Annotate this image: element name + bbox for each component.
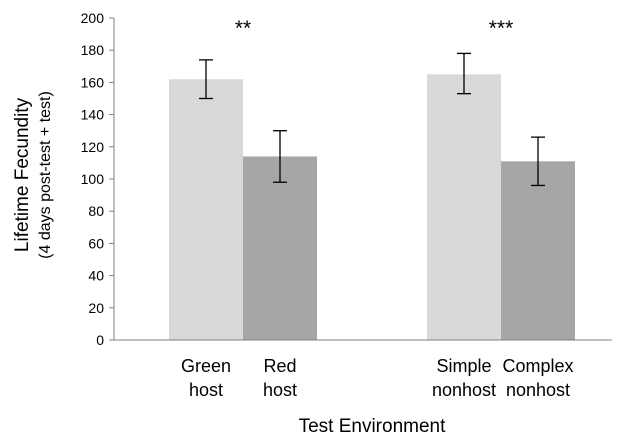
significance-marker: *** [489, 17, 514, 40]
y-tick-label: 20 [88, 300, 104, 316]
y-tick-label: 100 [81, 171, 105, 187]
y-tick-label: 140 [81, 107, 105, 123]
y-tick-label: 120 [81, 139, 105, 155]
bar-simple-nonhost [427, 74, 501, 340]
bar-red-host [243, 156, 317, 340]
y-tick-label: 40 [88, 268, 104, 284]
significance-marker: ** [235, 17, 251, 40]
y-tick-label: 0 [96, 332, 104, 348]
y-tick-label: 180 [81, 42, 105, 58]
x-category-label: Red [263, 356, 296, 376]
x-category-label: host [263, 380, 297, 400]
y-tick-label: 160 [81, 74, 105, 90]
y-tick-label: 60 [88, 235, 104, 251]
y-tick-label: 200 [81, 10, 105, 26]
x-category-label: Green [181, 356, 231, 376]
x-category-label: Simple [436, 356, 491, 376]
bars-layer [169, 74, 575, 341]
x-category-label: Complex [502, 356, 573, 376]
x-category-label: nonhost [432, 380, 496, 400]
y-axis-subtitle: (4 days post-test + test) [37, 91, 54, 259]
bar-green-host [169, 79, 243, 341]
y-tick-label: 80 [88, 203, 104, 219]
x-category-label: nonhost [506, 380, 570, 400]
y-ticks-layer: 0 20 40 60 80 100 120 140 160 180 200 [81, 10, 114, 348]
error-bars-layer [199, 52, 545, 187]
significance-layer: ** *** [235, 17, 513, 40]
x-category-label: host [189, 380, 223, 400]
category-labels-layer: Green host Red host Simple nonhost Complex nonh… [181, 356, 574, 400]
x-axis-title: Test Environment [299, 416, 447, 437]
y-axis-title: Lifetime Fecundity [12, 97, 33, 252]
bar-complex-nonhost [501, 161, 575, 340]
